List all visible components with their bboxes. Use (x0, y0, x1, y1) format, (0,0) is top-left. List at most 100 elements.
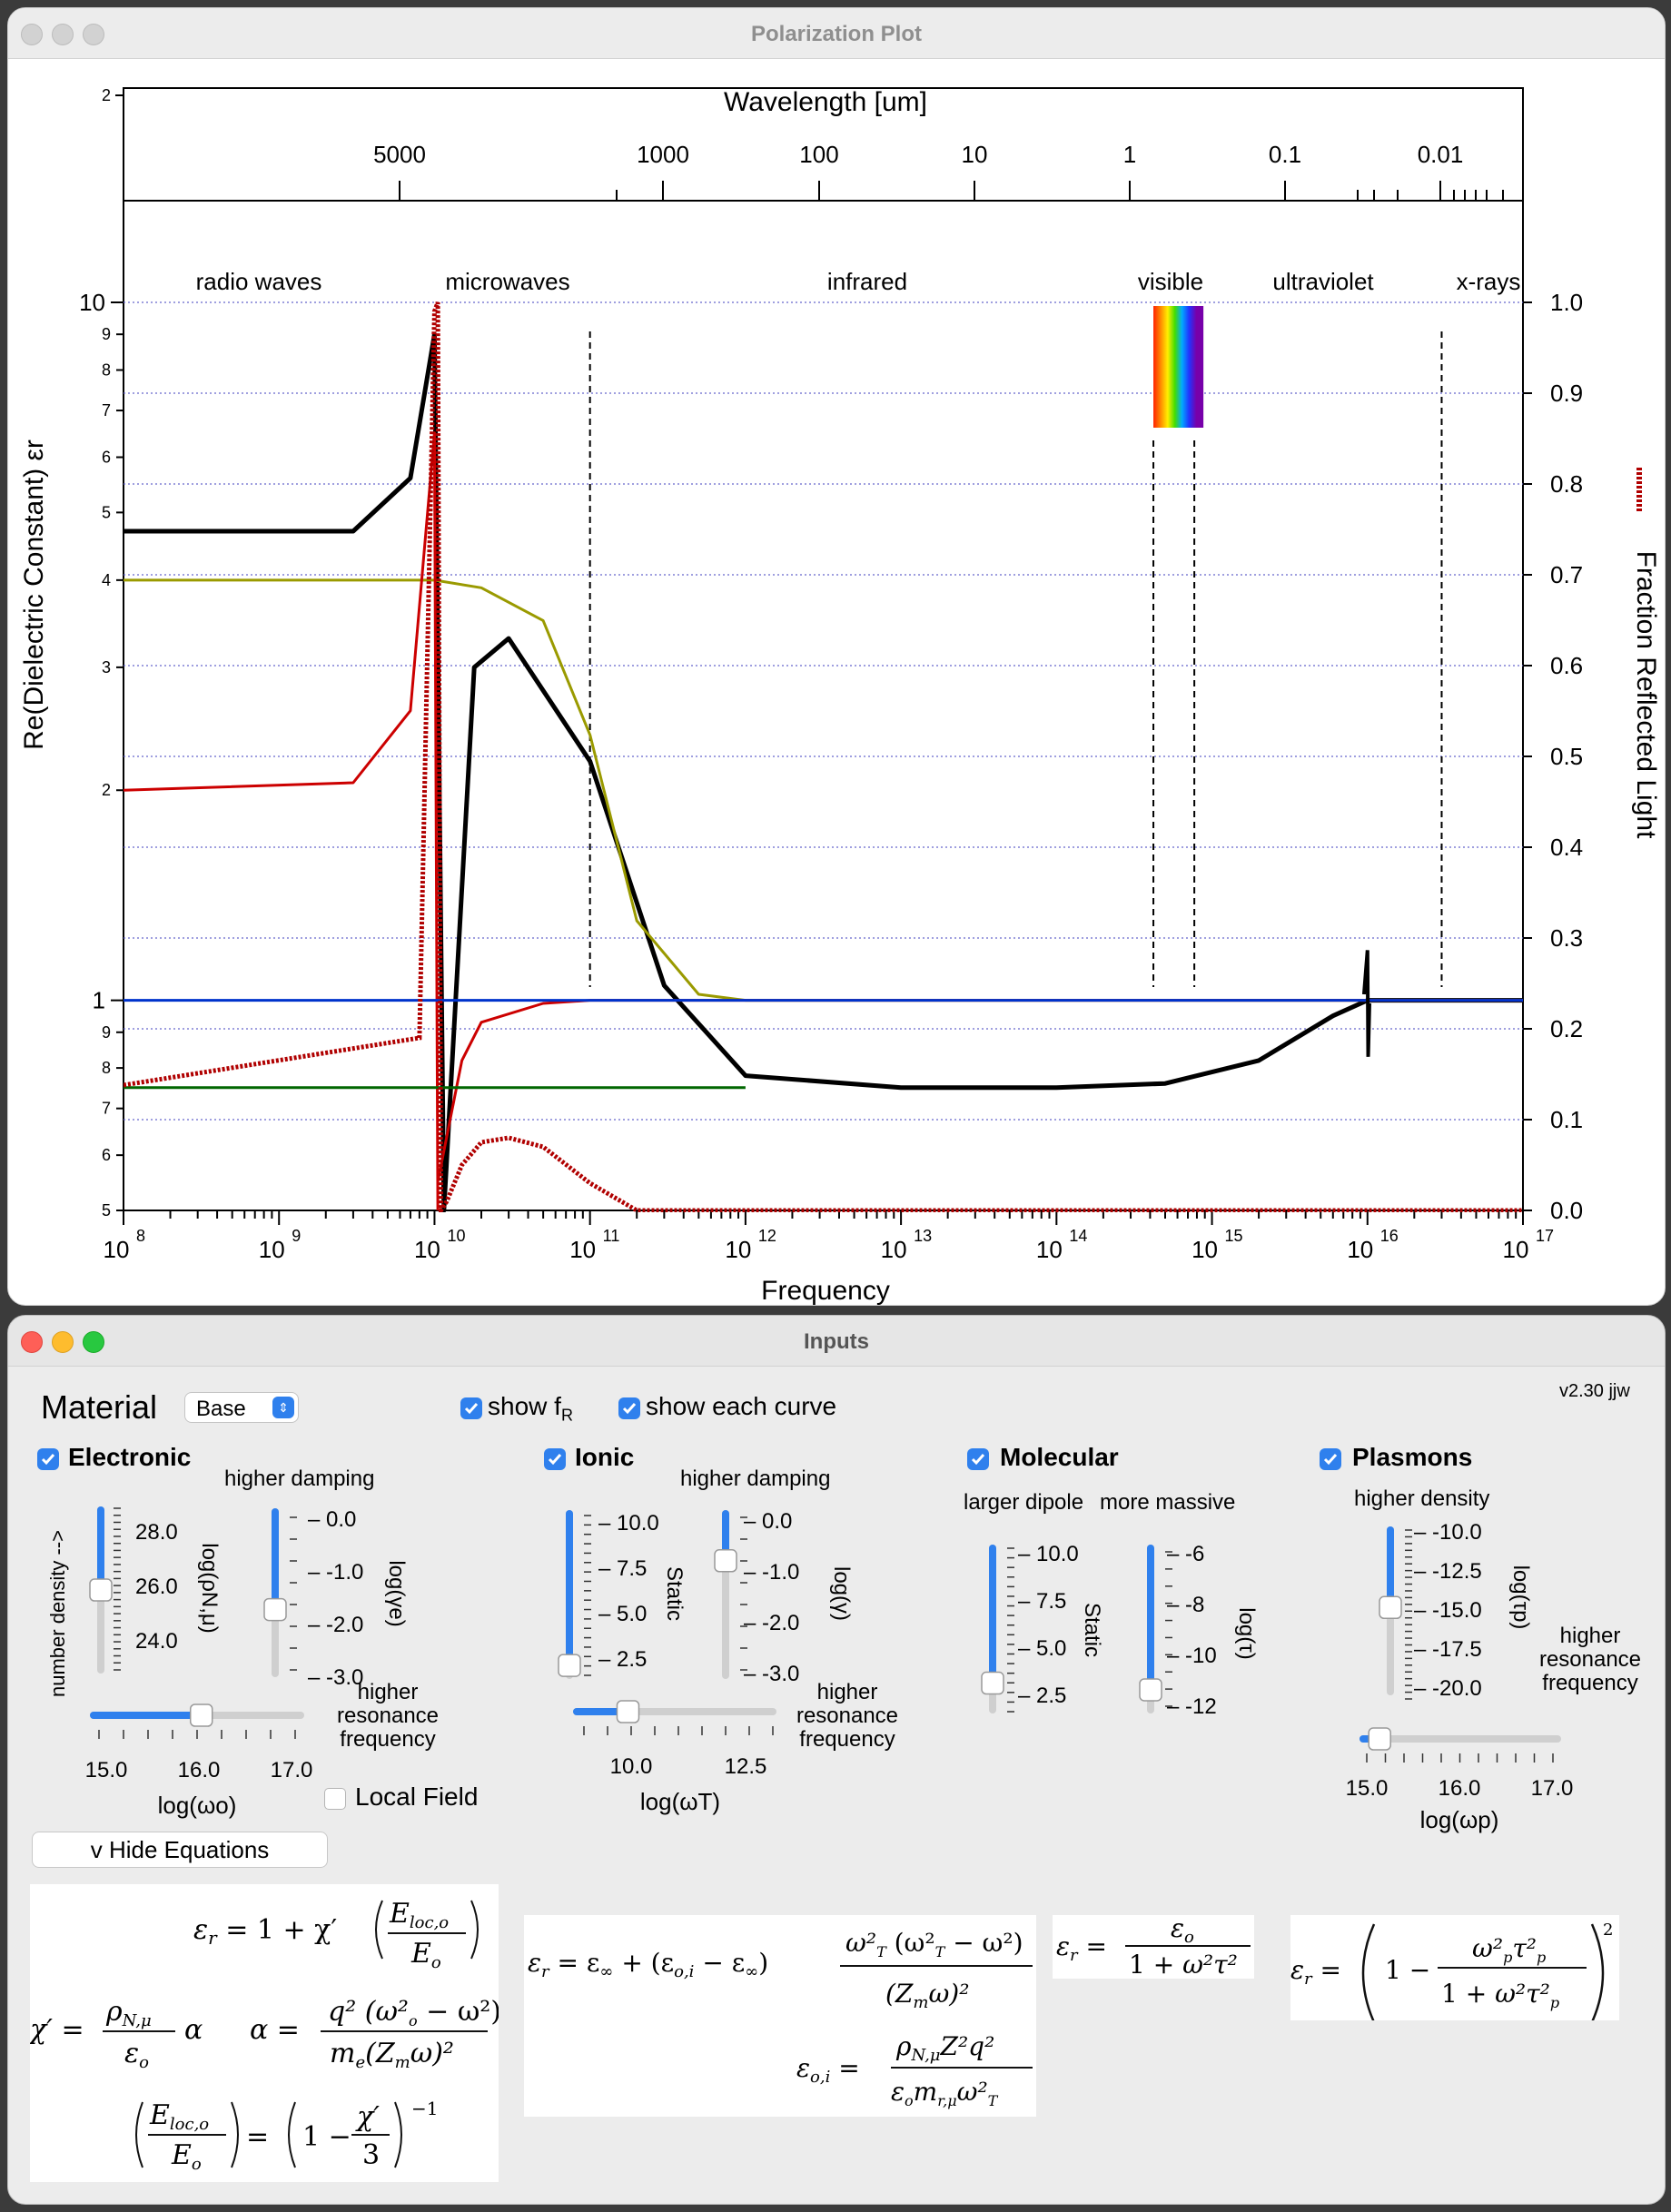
wavelength-tick-label: 100 (799, 141, 838, 168)
minimize-window-button[interactable] (52, 24, 74, 45)
left-axis-tick-label: 7 (102, 401, 111, 420)
region-label-x-rays: x-rays (1457, 268, 1521, 295)
plasmons-resonance-slider-thumb[interactable] (1368, 1727, 1391, 1751)
svg-text:1 −: 1 − (302, 2121, 351, 2153)
material-label: Material (41, 1388, 158, 1426)
molecular-tau-slider-thumb[interactable] (1139, 1678, 1162, 1702)
dielectric-curve-3 (124, 431, 440, 1211)
frequency-tick-base: 10 (414, 1236, 440, 1263)
checkmark-icon (622, 1403, 637, 1415)
local-field-checkbox[interactable] (324, 1788, 346, 1810)
svg-text:1 + ω²τ²: 1 + ω²τ² (1129, 1950, 1238, 1979)
electronic-equations-panel: εr = 1 + χ′ Eloc,o Eo χ′ = ρN,μ εo α α =… (28, 1884, 501, 2182)
show-each-curve-checkbox[interactable] (618, 1397, 640, 1419)
region-label-microwaves: microwaves (445, 268, 569, 295)
show-fr-text: show f (488, 1392, 561, 1420)
plot-series-group (124, 301, 1523, 1212)
hint-line: resonance (337, 1703, 439, 1728)
ionic-resonance-hint: higher resonance frequency (796, 1680, 898, 1752)
ionic-static-tick-label: – 2.5 (598, 1647, 647, 1672)
electronic-damping-header: higher damping (224, 1466, 375, 1491)
electronic-density-tick-label: 26.0 (135, 1575, 178, 1599)
minimize-window-button[interactable] (52, 1331, 74, 1353)
ionic-static-tick-label: – 10.0 (598, 1511, 659, 1536)
electronic-resonance-hint: higher resonance frequency (337, 1680, 439, 1752)
version-label: v2.30 jjw (1559, 1381, 1630, 1401)
svg-text:εo,i =: εo,i = (796, 2053, 860, 2087)
left-axis-title: Re(Dielectric Constant) εr (19, 439, 49, 750)
select-arrows-icon: ⇕ (272, 1397, 294, 1418)
wavelength-tick-label: 0.01 (1418, 141, 1464, 168)
left-axis-tick-label: 3 (102, 658, 111, 676)
electronic-damping-axis-label: log(γe) (384, 1560, 409, 1626)
ionic-damping-slider-thumb[interactable] (714, 1549, 737, 1573)
right-axis-tick-label: 0.8 (1550, 470, 1583, 498)
left-axis-tick-label: 8 (102, 360, 111, 379)
right-axis-tick-label: 0.5 (1550, 743, 1583, 770)
plasmons-resonance-tick-label: 17.0 (1531, 1776, 1574, 1801)
plasmons-label: Plasmons (1352, 1443, 1473, 1471)
electronic-equations: εr = 1 + χ′ Eloc,o Eo χ′ = ρN,μ εo α α =… (28, 1898, 501, 2174)
svg-text:χ′ =: χ′ = (30, 2014, 84, 2046)
svg-text:1 −: 1 − (1385, 1955, 1430, 1985)
plot-canvas[interactable]: Wavelength [um]5000 1000 100 10 1 0.1 0.012rad… (8, 59, 1666, 1306)
close-window-button[interactable] (21, 24, 43, 45)
plasmons-tau-axis-label: log(τp) (1508, 1565, 1533, 1630)
close-window-button[interactable] (21, 1331, 43, 1353)
ionic-resonance-slider-thumb[interactable] (616, 1700, 640, 1723)
svg-text:(Zmω)²: (Zmω)² (885, 1979, 969, 2012)
svg-text:−1: −1 (411, 2098, 438, 2119)
right-axis-tick-label: 0.0 (1550, 1197, 1583, 1224)
electronic-density-slider-thumb[interactable] (89, 1578, 113, 1602)
frequency-tick-exponent: 17 (1536, 1227, 1554, 1245)
hint-line: frequency (799, 1727, 895, 1752)
show-fr-checkbox[interactable] (460, 1397, 482, 1419)
plasmons-tau-tick-label: – -17.5 (1414, 1637, 1482, 1662)
zoom-window-button[interactable] (83, 24, 104, 45)
plasmons-tau-tick-label: – -10.0 (1414, 1520, 1482, 1545)
plasmons-resonance-axis-label: log(ωp) (1420, 1806, 1499, 1833)
zoom-window-button[interactable] (83, 1331, 104, 1353)
ionic-resonance-slider-fill (573, 1708, 628, 1715)
checkmark-icon (1323, 1454, 1338, 1466)
hint-line: higher (358, 1680, 419, 1704)
molecular-static-slider-thumb[interactable] (981, 1671, 1004, 1695)
svg-text:εr =: εr = (1056, 1931, 1107, 1965)
frequency-tick-base: 10 (1347, 1236, 1373, 1263)
ionic-checkbox[interactable] (544, 1448, 566, 1470)
checkmark-icon (548, 1454, 562, 1466)
left-axis-tick-label: 2 (102, 781, 111, 799)
right-axis-tick-label: 0.2 (1550, 1015, 1583, 1042)
electronic-damping-slider-thumb[interactable] (263, 1597, 287, 1622)
plasmons-resonance-hint: higher resonance frequency (1539, 1624, 1641, 1695)
checkmark-icon (464, 1403, 479, 1415)
molecular-checkbox[interactable] (967, 1448, 989, 1470)
wavelength-tick-label: 10 (962, 141, 988, 168)
material-select-value: Base (196, 1397, 246, 1421)
ionic-static-slider-thumb[interactable] (558, 1654, 581, 1677)
right-axis-tick-label: 0.3 (1550, 924, 1583, 952)
molecular-tau-tick-label: – -12 (1167, 1694, 1217, 1719)
ionic-label: Ionic (575, 1443, 635, 1471)
xray-resonance-spike (1361, 950, 1371, 1057)
reflected-light-curve (124, 301, 1523, 1212)
svg-text:1 + ω²τ²p: 1 + ω²τ²p (1441, 1979, 1559, 2011)
hint-line: resonance (796, 1703, 898, 1728)
hide-equations-button[interactable]: v Hide Equations (32, 1832, 328, 1868)
electronic-checkbox[interactable] (37, 1448, 59, 1470)
svg-text:ω²T (ω²T − ω²): ω²T (ω²T − ω²) (845, 1928, 1023, 1960)
ionic-equations-panel: εr = ε∞ + (εo,i − ε∞) ω²T (ω²T − ω²) (Zm… (524, 1915, 1036, 2117)
frequency-tick-exponent: 9 (292, 1227, 301, 1245)
plasmons-checkbox[interactable] (1320, 1448, 1341, 1470)
ionic-damping-slider-fill (722, 1510, 729, 1561)
region-label-radio-waves: radio waves (196, 268, 322, 295)
electronic-resonance-slider-thumb[interactable] (189, 1703, 213, 1727)
material-select[interactable]: Base ⇕ (184, 1392, 299, 1423)
plasmons-tau-slider-thumb[interactable] (1379, 1595, 1402, 1620)
show-fr-label: show fR (488, 1392, 573, 1426)
frequency-tick-exponent: 14 (1069, 1227, 1087, 1245)
electronic-damping-tick-label: – -3.0 (308, 1665, 363, 1690)
wavelength-tick-label: 1 (1123, 141, 1136, 168)
molecular-tau-axis-label: log(τ) (1234, 1607, 1259, 1660)
inputs-window: Inputs Material Base ⇕ show fR show each… (7, 1315, 1666, 2205)
